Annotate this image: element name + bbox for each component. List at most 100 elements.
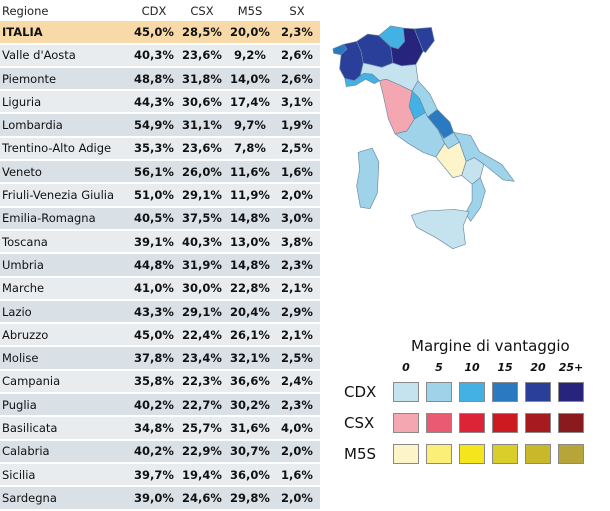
m5s-cell: 14,8% [226,206,274,231]
legend-swatch [426,413,452,433]
csx-cell: 22,9% [178,439,226,464]
sx-cell: 2,3% [274,393,320,418]
cdx-cell: 40,5% [130,206,178,231]
table-row: Abruzzo 45,0% 22,4% 26,1% 2,1% [0,323,320,348]
legend-tick: 15 [497,361,513,374]
cdx-cell: 39,7% [130,462,178,488]
legend-row-label: CDX [344,383,377,401]
cdx-cell: 44,8% [130,253,178,278]
legend-title: Margine di vantaggio [411,337,570,355]
m5s-cell: 36,0% [226,462,274,488]
region-puglia [453,132,515,182]
csx-cell: 31,9% [178,253,226,278]
sx-cell: 2,0% [274,439,320,464]
cdx-cell: 35,8% [130,369,178,395]
cdx-cell: 37,8% [130,346,178,371]
csx-cell: 30,0% [178,276,226,301]
region-cell: Toscana [0,229,130,255]
csx-cell: 29,1% [178,299,226,325]
table-row: Umbria 44,8% 31,9% 14,8% 2,3% [0,253,320,278]
legend-swatch [426,444,452,464]
region-cell: Piemonte [0,66,130,92]
region-liguria [344,72,380,87]
legend-swatch [393,444,419,464]
table-row: Friuli-Venezia Giulia 51,0% 29,1% 11,9% 2,0% [0,183,320,208]
table-row: Emilia-Romagna 40,5% 37,5% 14,8% 3,0% [0,206,320,231]
cdx-cell: 40,2% [130,393,178,418]
table-row: Puglia 40,2% 22,7% 30,2% 2,3% [0,393,320,418]
csx-cell: 37,5% [178,206,226,231]
sx-cell: 2,4% [274,369,320,395]
csx-cell: 22,4% [178,323,226,348]
region-cell: Campania [0,369,130,395]
cdx-cell: 43,3% [130,299,178,325]
region-cell: Trentino-Alto Adige [0,136,130,162]
header-csx: CSX [190,3,214,18]
cdx-cell: 39,0% [130,486,178,511]
region-cell: Veneto [0,160,130,185]
sx-cell: 1,6% [274,462,320,488]
csx-cell: 31,1% [178,113,226,138]
csx-cell: 25,7% [178,416,226,441]
m5s-cell: 7,8% [226,136,274,162]
legend-tick: 0 [402,361,410,374]
region-cell: Valle d'Aosta [0,43,130,68]
region-cell: Abruzzo [0,323,130,348]
table-row: ITALIA 45,0% 28,5% 20,0% 2,3% [0,21,320,45]
region-cell: Sicilia [0,462,130,488]
legend-swatch [492,382,518,402]
region-cell: Liguria [0,90,130,115]
legend-swatch [459,413,485,433]
legend-swatch [525,413,551,433]
cdx-cell: 45,0% [130,323,178,348]
legend-tick: 5 [435,361,443,374]
region-cell: Calabria [0,439,130,464]
m5s-cell: 30,2% [226,393,274,418]
table-row: Calabria 40,2% 22,9% 30,7% 2,0% [0,439,320,464]
csx-cell: 22,7% [178,393,226,418]
csx-cell: 29,1% [178,183,226,208]
m5s-cell: 14,0% [226,66,274,92]
legend-tick: 20 [530,361,546,374]
table-row: Basilicata 34,8% 25,7% 31,6% 4,0% [0,416,320,441]
sx-cell: 2,1% [274,276,320,301]
header-m5s: M5S [237,3,263,18]
region-sicilia [411,209,470,249]
legend-swatch [492,444,518,464]
table-row: Marche 41,0% 30,0% 22,8% 2,1% [0,276,320,301]
legend-row-label: CSX [344,414,375,432]
sx-cell: 4,0% [274,416,320,441]
table-row: Sardegna 39,0% 24,6% 29,8% 2,0% [0,486,320,511]
region-friuli-venezia-giulia [414,27,435,53]
cdx-cell: 54,9% [130,113,178,138]
table-row: Molise 37,8% 23,4% 32,1% 2,5% [0,346,320,371]
region-cell: Puglia [0,393,130,418]
region-sardegna [356,147,380,210]
region-cell: Lazio [0,299,130,325]
csx-cell: 28,5% [178,21,226,45]
sx-cell: 2,3% [274,21,320,45]
cdx-cell: 34,8% [130,416,178,441]
cdx-cell: 41,0% [130,276,178,301]
table-row: Lombardia 54,9% 31,1% 9,7% 1,9% [0,113,320,138]
sx-cell: 2,1% [274,323,320,348]
table-row: Liguria 44,3% 30,6% 17,4% 3,1% [0,90,320,115]
region-cell: Emilia-Romagna [0,206,130,231]
table-row: Trentino-Alto Adige 35,3% 23,6% 7,8% 2,5% [0,136,320,162]
csx-cell: 23,4% [178,346,226,371]
sx-cell: 1,6% [274,160,320,185]
m5s-cell: 26,1% [226,323,274,348]
cdx-cell: 40,2% [130,439,178,464]
m5s-cell: 32,1% [226,346,274,371]
m5s-cell: 31,6% [226,416,274,441]
legend-swatch [459,444,485,464]
region-cell: Basilicata [0,416,130,441]
legend-swatch [393,413,419,433]
csx-cell: 26,0% [178,160,226,185]
legend-tick: 25+ [558,361,584,374]
csx-cell: 19,4% [178,462,226,488]
csx-cell: 31,8% [178,66,226,92]
legend-swatch [525,382,551,402]
sx-cell: 3,8% [274,229,320,255]
italy-map [332,25,515,249]
